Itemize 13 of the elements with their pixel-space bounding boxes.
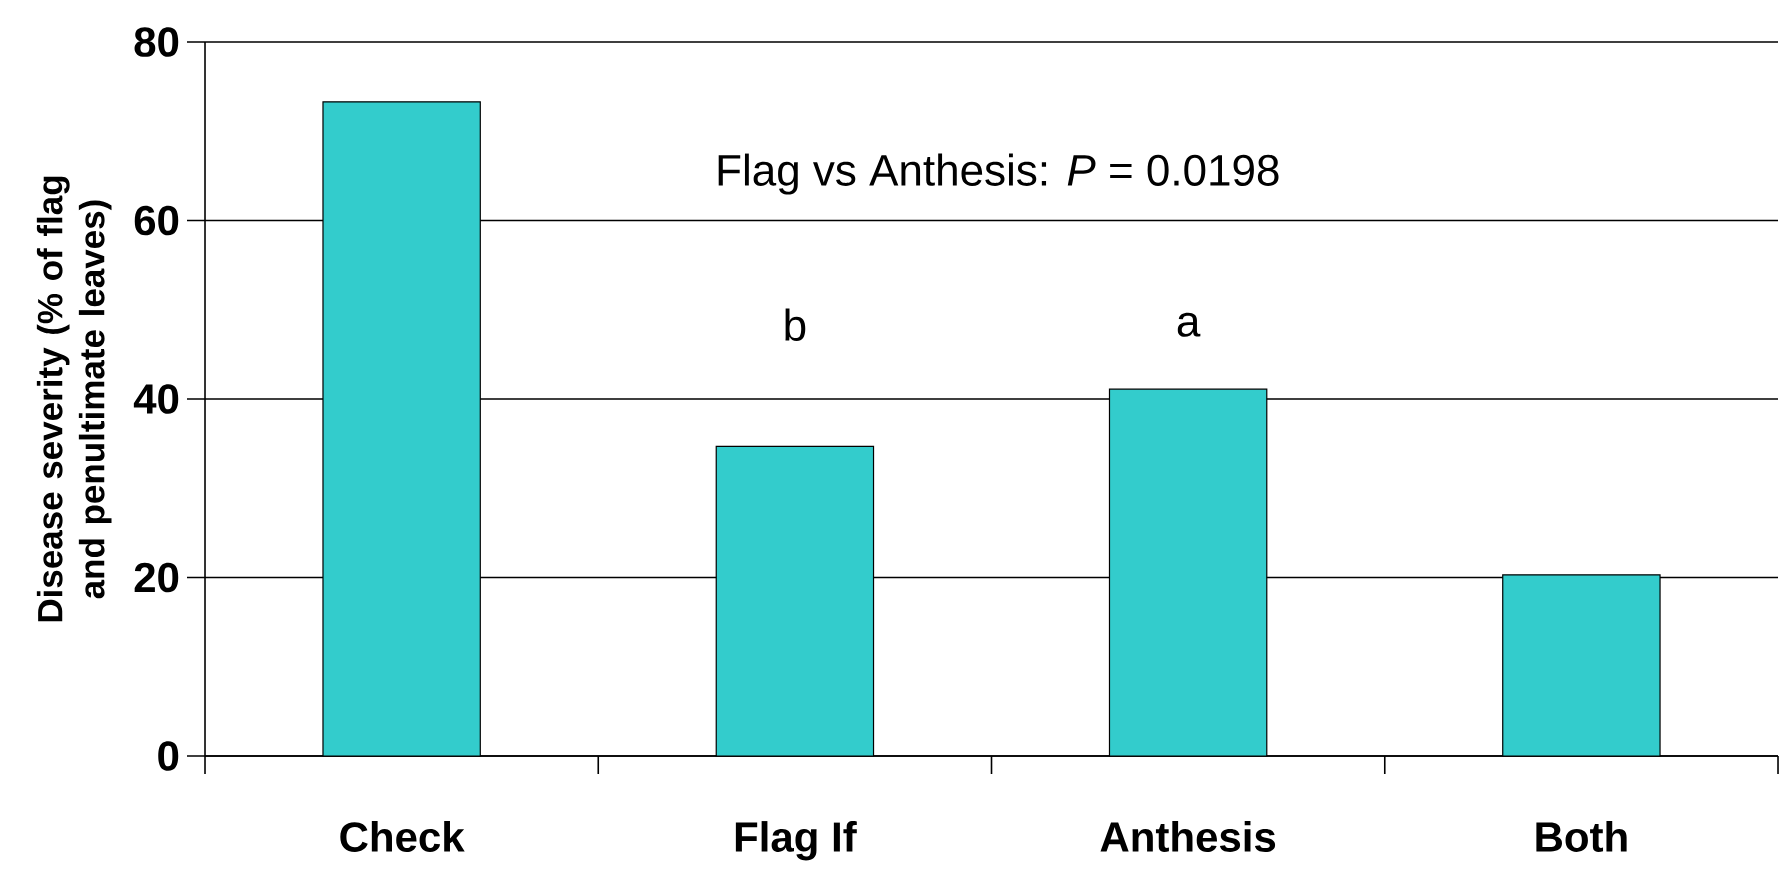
x-tick-label: Check (340, 821, 465, 852)
x-tick-label: Anthesis (1100, 821, 1276, 852)
y-tick-label: 40 (133, 384, 179, 414)
x-tick-label: Both (1536, 821, 1627, 852)
annotation: a (1177, 312, 1201, 337)
x-tick-label: Flag If (735, 821, 857, 861)
annotation: b (785, 308, 806, 341)
annotation: Flag vs Anthesis: P = 0.0198 (718, 153, 1279, 195)
y-tick-label: 80 (134, 27, 179, 57)
y-tick-label: 60 (134, 205, 179, 236)
y-tick-label: 20 (134, 562, 179, 593)
y-axis-title: Disease severity (% of flag and penultimate leaves) (36, 176, 112, 622)
y-tick-label: 0 (158, 741, 179, 771)
